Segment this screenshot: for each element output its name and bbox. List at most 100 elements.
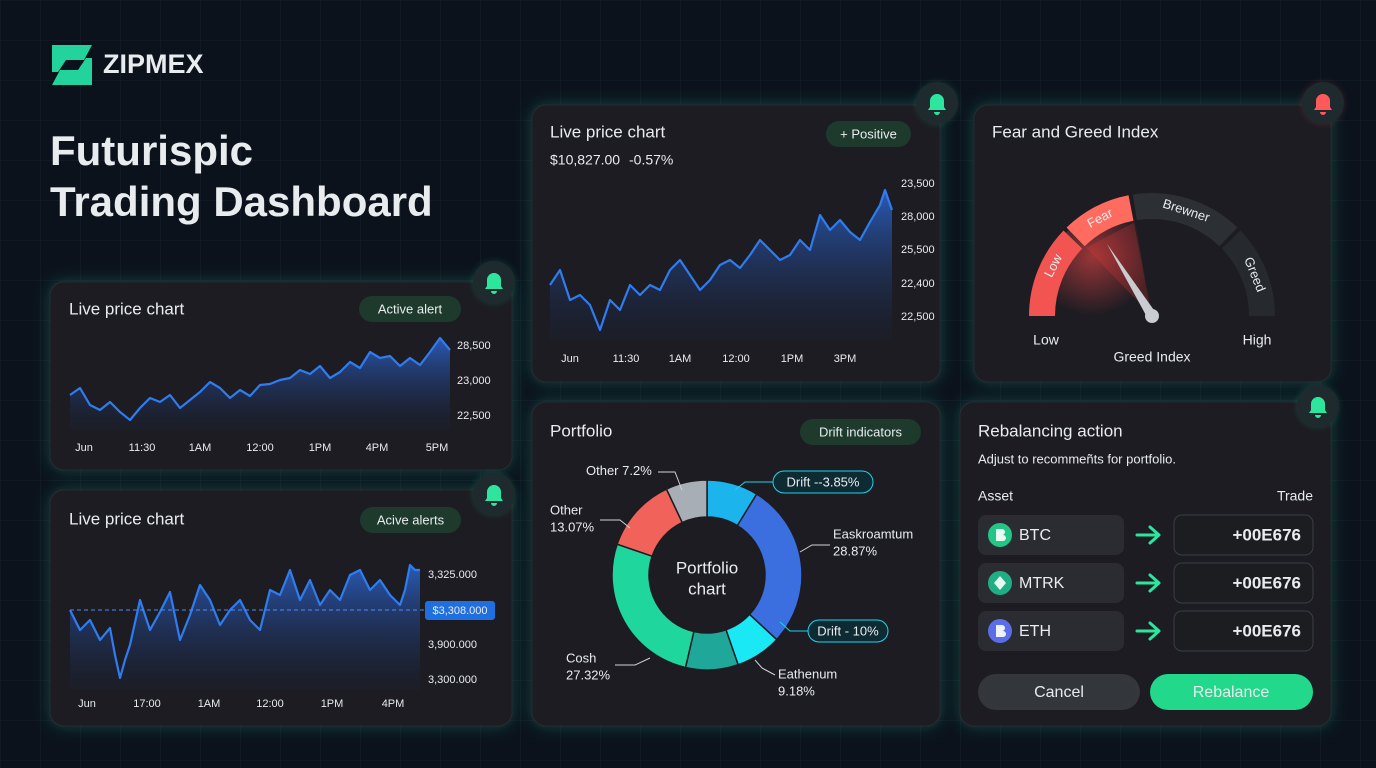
gauge-glow: [1032, 197, 1152, 316]
bell-icon: [1314, 94, 1332, 115]
trade-cell: [1173, 514, 1314, 556]
y-tick-label: 28,000: [901, 211, 935, 223]
status-badge-bg: [826, 121, 911, 147]
card-title: Portfolio: [550, 421, 612, 440]
price-highlight-bg: [425, 601, 495, 620]
trade-amount: +00E676: [1232, 525, 1301, 544]
page-title: Trading Dashboard: [50, 178, 433, 225]
rebalance-button[interactable]: [1150, 674, 1313, 710]
x-tick-label: 17:00: [133, 698, 161, 710]
gauge-segment: [1029, 230, 1083, 317]
leader-line: [754, 659, 776, 676]
x-tick-label: 1PM: [309, 442, 332, 454]
asset-name: ETH: [1019, 623, 1051, 640]
arrow-icon: [1135, 573, 1161, 593]
bell-icon: [485, 485, 503, 506]
asset-name: BTC: [1019, 527, 1051, 544]
asset-cell: [978, 515, 1124, 555]
trade-amount: +00E676: [1232, 573, 1301, 592]
asset-cell: [978, 563, 1124, 603]
leader-line: [779, 621, 808, 632]
price-line-area: [70, 565, 420, 690]
y-tick-label: 23,500: [901, 178, 935, 190]
x-tick-label: 12:00: [246, 442, 274, 454]
leader-line: [799, 544, 830, 553]
x-tick-label: Jun: [75, 442, 93, 454]
x-tick-label: 4PM: [366, 442, 389, 454]
gauge-min-label: Low: [1033, 332, 1060, 348]
pie-value-label: 7.2%: [622, 463, 652, 478]
asset-icon-glyph: [996, 529, 1006, 541]
x-tick-label: 1AM: [189, 442, 212, 454]
gauge-segment: [1132, 193, 1238, 247]
trade-amount: +00E676: [1232, 621, 1301, 640]
price-line: [549, 188, 894, 332]
asset-icon-glyph: [994, 576, 1006, 590]
pie-category-label: Eathenum: [778, 666, 837, 681]
x-tick-label: 1PM: [781, 353, 804, 365]
trade-cell: [1173, 610, 1314, 652]
card: [973, 104, 1332, 383]
y-tick-label: 22,500: [457, 410, 491, 422]
leader-line: [734, 481, 773, 491]
price-line-area: [70, 338, 450, 430]
asset-icon-glyph: [996, 625, 1006, 637]
card-title: Live price chart: [69, 509, 185, 528]
x-tick-label: 1AM: [198, 698, 221, 710]
cancel-button-label: Cancel: [1034, 684, 1084, 701]
status-badge-bg: [359, 296, 461, 322]
card-title: Live price chart: [69, 299, 185, 318]
y-tick-label: 28,500: [457, 340, 491, 352]
gauge-needle: [1106, 243, 1156, 319]
asset-cell: [978, 611, 1124, 651]
asset-name: MTRK: [1019, 575, 1065, 592]
card-title: Live price chart: [550, 122, 666, 141]
column-header: Trade: [1277, 488, 1313, 504]
pie-slice: [665, 479, 708, 524]
x-tick-label: 12:00: [722, 353, 750, 365]
card-title: Fear and Greed Index: [992, 122, 1159, 141]
y-tick-label: 3,900.000: [428, 639, 477, 651]
card-title: Rebalancing action: [978, 421, 1123, 440]
gauge-caption: Greed Index: [1113, 349, 1190, 365]
trade-cell: [1173, 562, 1314, 604]
gauge-hub: [1145, 309, 1159, 323]
y-tick-label: 23,000: [457, 375, 491, 387]
logo-icon: [52, 45, 92, 85]
leader-line: [615, 657, 651, 666]
pie-label: Other 7.2%: [586, 463, 652, 478]
price: $10,827.00: [550, 152, 620, 168]
pie-category-label: Other: [550, 502, 583, 517]
x-tick-label: 1PM: [321, 698, 344, 710]
leader-line: [658, 471, 683, 491]
x-tick-label: 5PM: [426, 442, 449, 454]
status-badge: + Positive: [840, 126, 897, 141]
column-header: Asset: [978, 488, 1013, 504]
pie-category-label: Other: [586, 463, 619, 478]
drift-badge: Drift - 10%: [817, 623, 879, 638]
status-badge: Drift indicators: [819, 424, 903, 439]
status-badge: Acive alerts: [377, 512, 445, 527]
x-tick-label: 3PM: [834, 353, 857, 365]
price-change: -0.57%: [629, 152, 673, 168]
pie-value-label: 28.87%: [833, 543, 878, 558]
y-tick-label: 22,500: [901, 311, 935, 323]
gauge-segment: [1221, 230, 1275, 317]
y-tick-label: 22,400: [901, 278, 935, 290]
gauge-segment: [1066, 195, 1134, 247]
leader-line: [600, 519, 631, 529]
x-tick-label: 11:30: [613, 353, 640, 365]
y-tick-label: 3,300.000: [428, 674, 477, 686]
cancel-button[interactable]: [978, 674, 1140, 710]
drift-badge: Drift --3.85%: [787, 474, 860, 489]
gauge-max-label: High: [1243, 332, 1272, 348]
page-title: Futurispic: [50, 127, 253, 174]
status-badge-bg: [360, 507, 461, 533]
pie-value-label: 9.18%: [778, 683, 815, 698]
status-badge-bg: [800, 419, 921, 445]
arrow-icon: [1135, 525, 1161, 545]
brand: ZIPMEX: [103, 49, 204, 79]
x-tick-label: Jun: [78, 698, 96, 710]
pie-category-label: Easkroamtum: [833, 526, 913, 541]
